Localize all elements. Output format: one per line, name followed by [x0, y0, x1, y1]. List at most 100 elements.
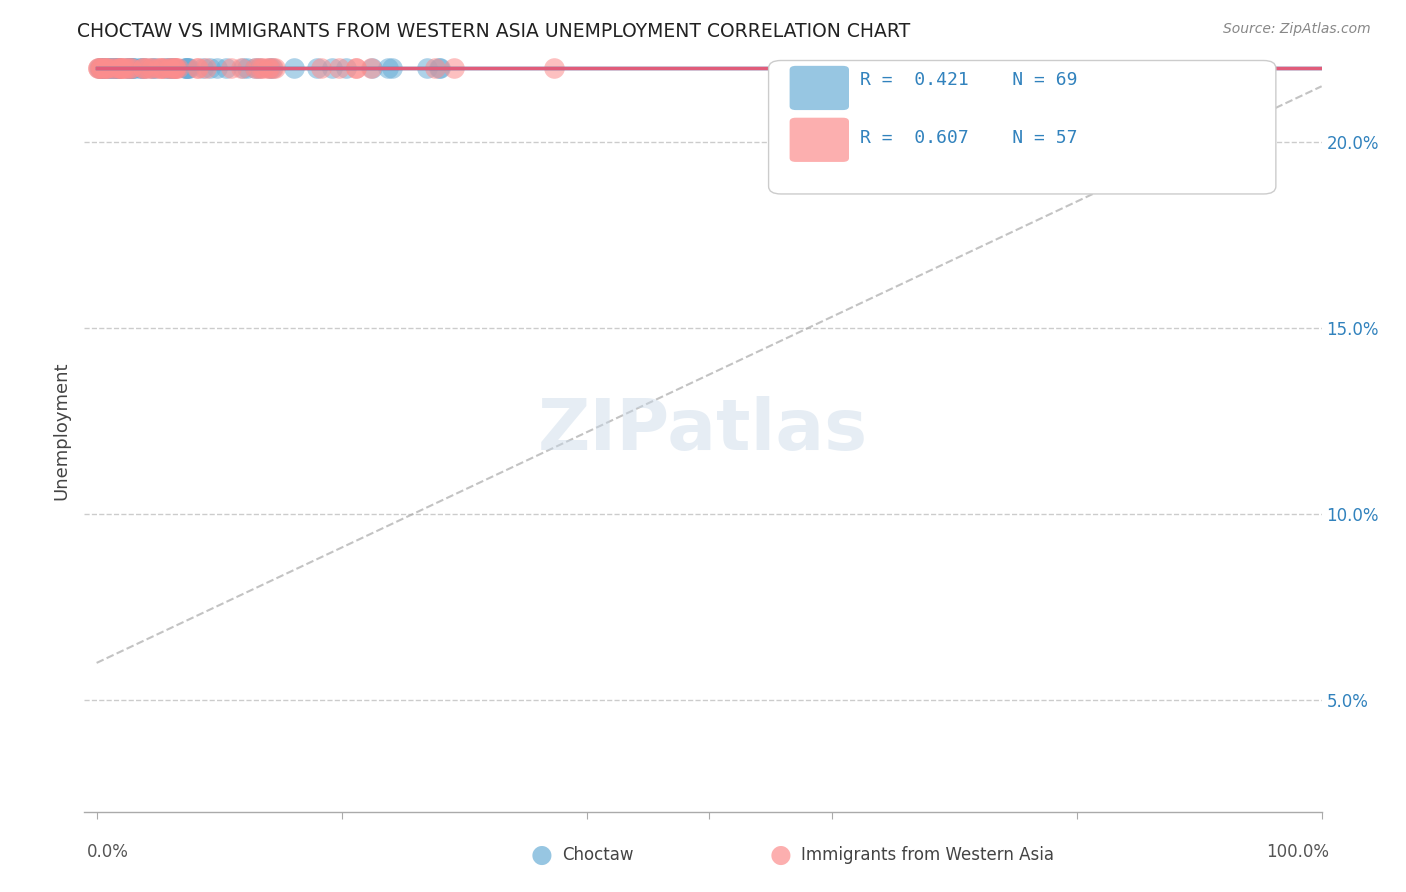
- Point: [108, 61, 131, 75]
- Point: [141, 61, 163, 75]
- Point: [89, 61, 111, 75]
- Text: Immigrants from Western Asia: Immigrants from Western Asia: [801, 846, 1054, 863]
- Point: [423, 61, 446, 75]
- Point: [309, 61, 332, 75]
- Point: [259, 61, 281, 75]
- Point: [121, 61, 143, 75]
- Point: [90, 61, 112, 75]
- Point: [121, 61, 143, 75]
- Text: Source: ZipAtlas.com: Source: ZipAtlas.com: [1223, 22, 1371, 37]
- Point: [152, 61, 174, 75]
- Text: 0.0%: 0.0%: [87, 843, 129, 861]
- Point: [105, 61, 128, 75]
- Point: [157, 61, 180, 75]
- Point: [132, 61, 155, 75]
- Text: ZIPatlas: ZIPatlas: [538, 396, 868, 465]
- Point: [252, 61, 274, 75]
- Point: [165, 61, 187, 75]
- Point: [307, 61, 329, 75]
- Point: [100, 61, 122, 75]
- Point: [360, 61, 382, 75]
- Point: [107, 61, 129, 75]
- Point: [108, 61, 131, 75]
- Point: [93, 61, 115, 75]
- Point: [132, 61, 155, 75]
- Point: [328, 61, 350, 75]
- Point: [256, 61, 278, 75]
- Point: [152, 61, 174, 75]
- Point: [101, 61, 124, 75]
- Point: [344, 61, 367, 75]
- Point: [174, 61, 197, 75]
- Point: [115, 61, 138, 75]
- Point: [360, 61, 382, 75]
- Point: [90, 61, 112, 75]
- Y-axis label: Unemployment: Unemployment: [52, 361, 70, 500]
- Point: [543, 61, 565, 75]
- Point: [214, 61, 236, 75]
- Point: [120, 61, 142, 75]
- Text: ●: ●: [769, 843, 792, 866]
- Point: [138, 61, 160, 75]
- Point: [263, 61, 285, 75]
- Point: [135, 61, 157, 75]
- Point: [176, 61, 198, 75]
- Point: [163, 61, 186, 75]
- Point: [159, 61, 181, 75]
- Point: [96, 61, 118, 75]
- Point: [219, 61, 242, 75]
- FancyBboxPatch shape: [790, 118, 849, 162]
- Point: [381, 61, 404, 75]
- FancyBboxPatch shape: [790, 66, 849, 110]
- Point: [344, 61, 367, 75]
- Point: [90, 61, 112, 75]
- Point: [96, 61, 118, 75]
- Point: [335, 61, 357, 75]
- Text: ●: ●: [530, 843, 553, 866]
- Point: [103, 61, 125, 75]
- Text: CHOCTAW VS IMMIGRANTS FROM WESTERN ASIA UNEMPLOYMENT CORRELATION CHART: CHOCTAW VS IMMIGRANTS FROM WESTERN ASIA …: [77, 22, 911, 41]
- Point: [120, 61, 142, 75]
- Point: [131, 61, 153, 75]
- Point: [243, 61, 266, 75]
- Point: [427, 61, 450, 75]
- Point: [105, 61, 128, 75]
- Point: [145, 61, 167, 75]
- Point: [321, 61, 343, 75]
- Point: [159, 61, 181, 75]
- Point: [207, 61, 229, 75]
- Point: [124, 61, 146, 75]
- Point: [94, 61, 117, 75]
- Point: [122, 61, 145, 75]
- Text: R =  0.421    N = 69: R = 0.421 N = 69: [860, 70, 1077, 89]
- Point: [262, 61, 284, 75]
- Point: [115, 61, 138, 75]
- Point: [162, 61, 184, 75]
- Point: [114, 61, 136, 75]
- Point: [134, 61, 156, 75]
- Point: [105, 61, 128, 75]
- Point: [186, 61, 208, 75]
- Point: [247, 61, 270, 75]
- Point: [103, 61, 125, 75]
- Point: [96, 61, 118, 75]
- Point: [96, 61, 118, 75]
- Point: [260, 61, 283, 75]
- Point: [89, 61, 111, 75]
- Point: [110, 61, 132, 75]
- Point: [173, 61, 195, 75]
- Point: [156, 61, 179, 75]
- Point: [187, 61, 209, 75]
- Point: [108, 61, 131, 75]
- Point: [163, 61, 186, 75]
- Point: [167, 61, 190, 75]
- Point: [87, 61, 110, 75]
- Point: [128, 61, 150, 75]
- Point: [229, 61, 252, 75]
- FancyBboxPatch shape: [769, 61, 1275, 194]
- Point: [429, 61, 451, 75]
- Point: [117, 61, 139, 75]
- Point: [131, 61, 153, 75]
- Point: [198, 61, 221, 75]
- Point: [416, 61, 439, 75]
